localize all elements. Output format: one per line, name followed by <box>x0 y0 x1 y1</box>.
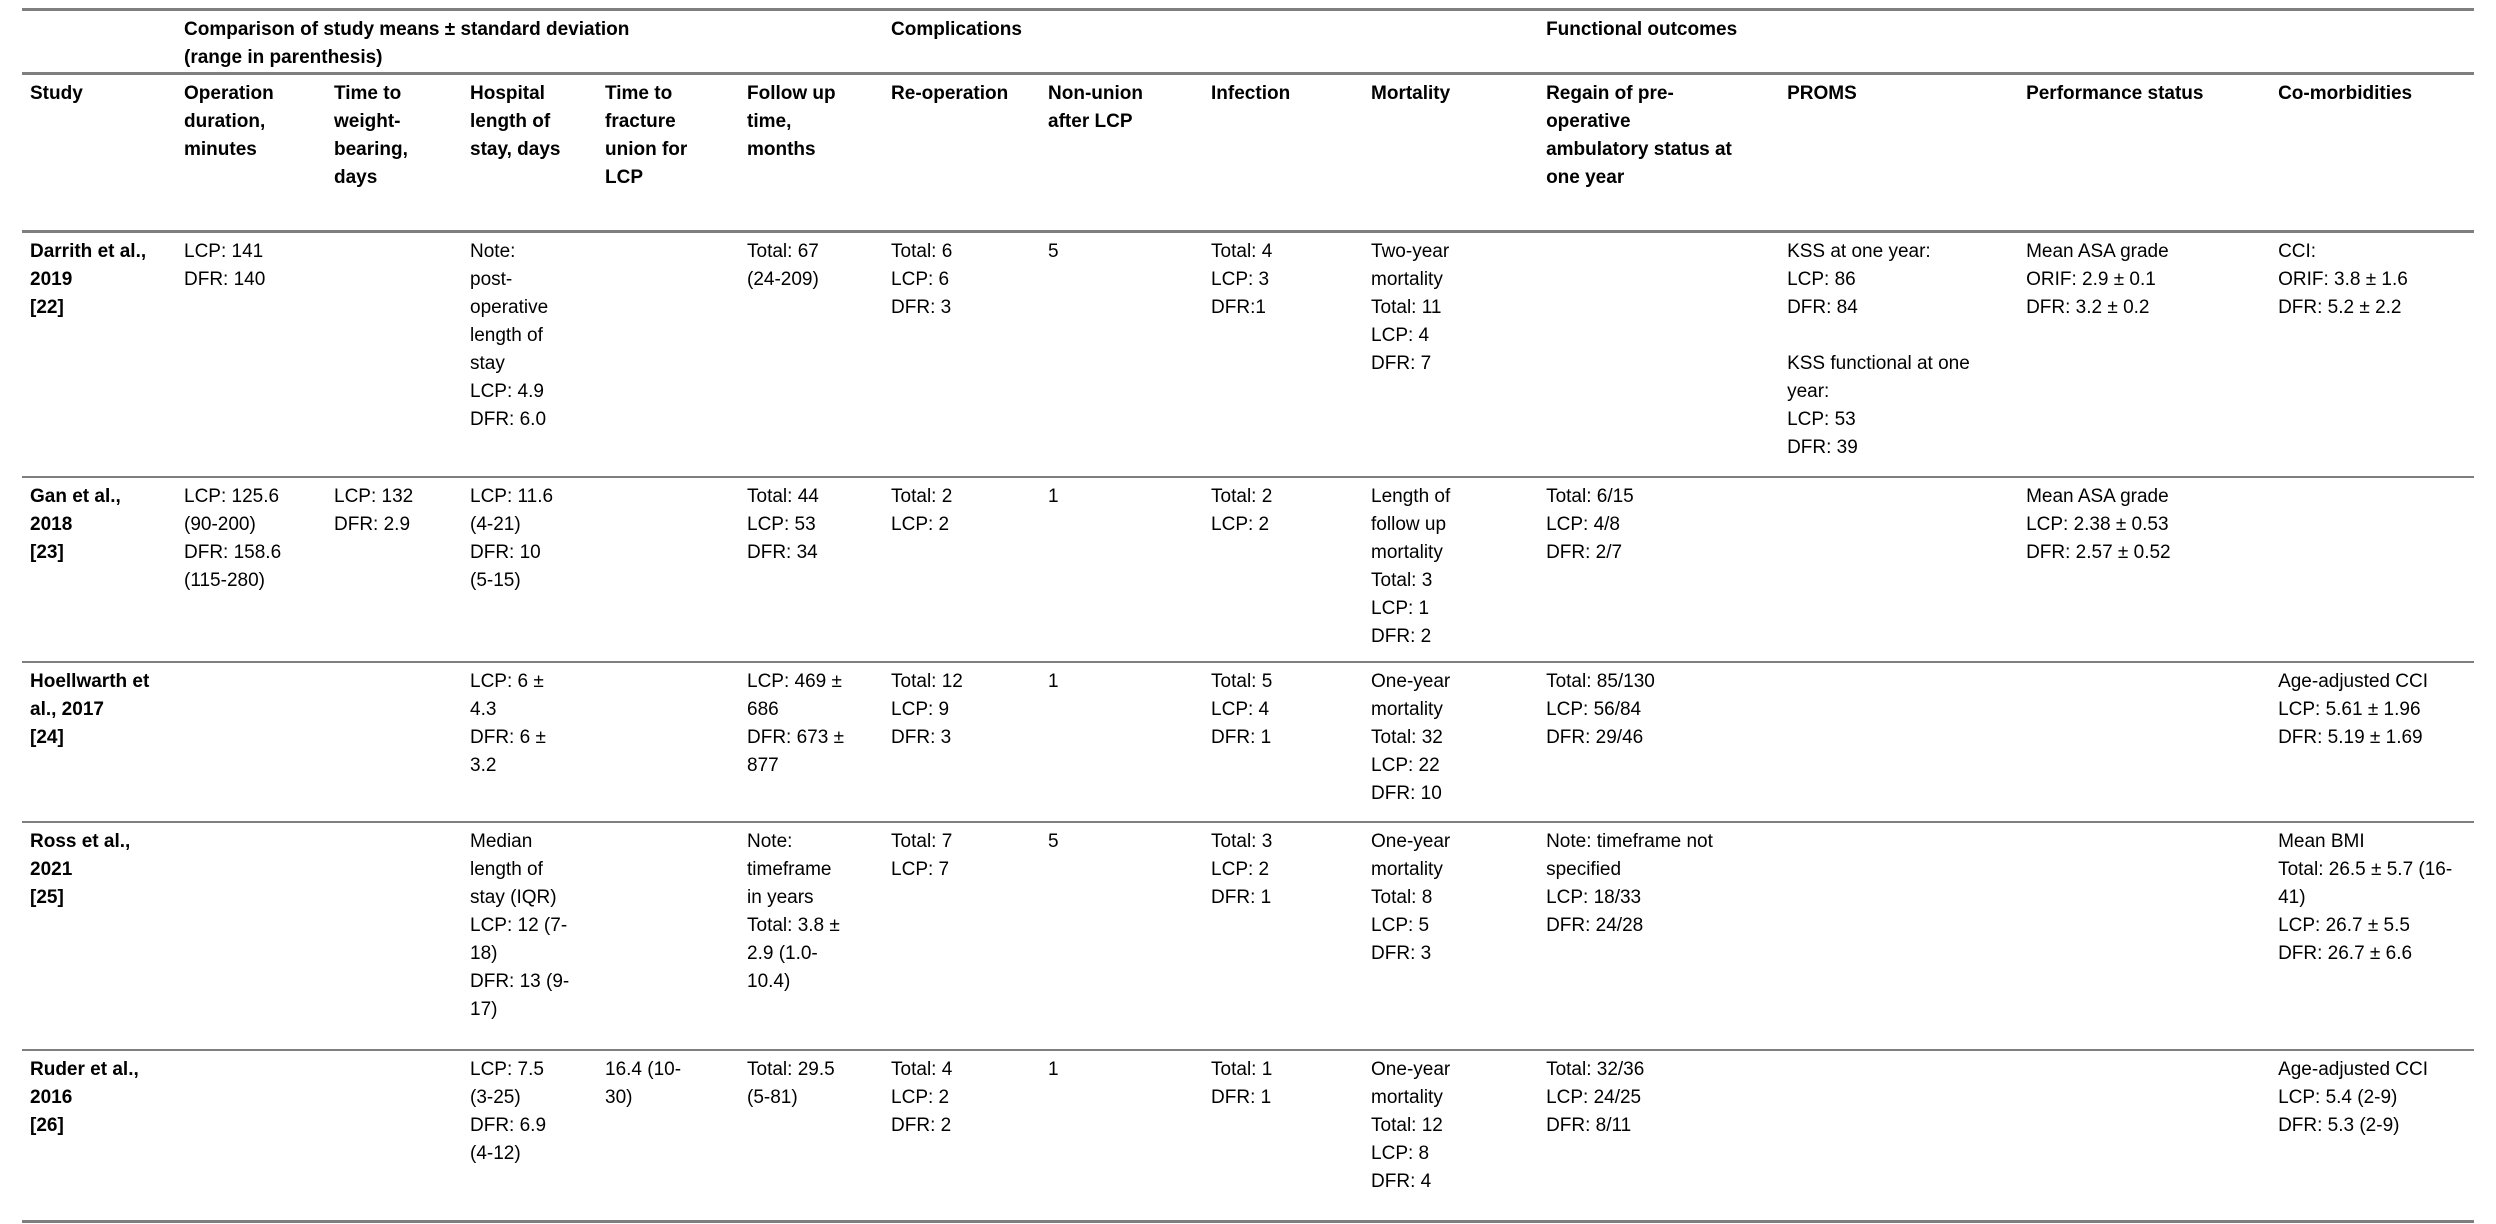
cell-infection: Total: 4 LCP: 3 DFR:1 <box>1203 231 1364 478</box>
cell-follow-up: Total: 67 (24-209) <box>739 231 884 478</box>
column-header-proms: PROMS <box>1779 73 2019 233</box>
cell-performance-status: Mean ASA grade LCP: 2.38 ± 0.53 DFR: 2.5… <box>2018 477 2271 663</box>
cell-follow-up: Note: timeframe in years Total: 3.8 ± 2.… <box>739 822 884 1051</box>
study-comparison-table: Comparison of study means ± standard dev… <box>22 8 2475 1223</box>
cell-study: Gan et al., 2018 [23] <box>22 477 176 663</box>
cell-operation-duration: LCP: 125.6 (90-200) DFR: 158.6 (115-280) <box>176 477 326 663</box>
cell-proms <box>1779 1050 2019 1223</box>
cell-co-morbidities <box>2270 477 2475 663</box>
cell-co-morbidities: CCI: ORIF: 3.8 ± 1.6 DFR: 5.2 ± 2.2 <box>2270 231 2475 478</box>
column-header-performance-status: Performance status <box>2018 73 2271 233</box>
cell-performance-status <box>2018 662 2271 823</box>
cell-follow-up: LCP: 469 ± 686 DFR: 673 ± 877 <box>739 662 884 823</box>
cell-time-to-weight-bearing <box>326 231 462 478</box>
group-header-comparison: Comparison of study means ± standard dev… <box>176 9 884 75</box>
cell-time-to-union <box>597 822 739 1051</box>
cell-ambulatory-status: Total: 85/130 LCP: 56/84 DFR: 29/46 <box>1538 662 1780 823</box>
cell-time-to-weight-bearing <box>326 822 462 1051</box>
cell-study: Darrith et al., 2019 [22] <box>22 231 176 478</box>
cell-ambulatory-status: Total: 32/36 LCP: 24/25 DFR: 8/11 <box>1538 1050 1780 1223</box>
cell-re-operation: Total: 7 LCP: 7 <box>883 822 1041 1051</box>
cell-ambulatory-status: Note: timeframe not specified LCP: 18/33… <box>1538 822 1780 1051</box>
table-row-hoellwarth-2017: Hoellwarth et al., 2017 [24] LCP: 6 ± 4.… <box>22 662 2475 823</box>
cell-non-union: 1 <box>1040 477 1204 663</box>
cell-co-morbidities: Mean BMI Total: 26.5 ± 5.7 (16- 41) LCP:… <box>2270 822 2475 1051</box>
cell-infection: Total: 2 LCP: 2 <box>1203 477 1364 663</box>
table-row-darrith-2019: Darrith et al., 2019 [22] LCP: 141 DFR: … <box>22 231 2475 478</box>
cell-operation-duration <box>176 1050 326 1223</box>
cell-mortality: Length of follow up mortality Total: 3 L… <box>1363 477 1539 663</box>
cell-hospital-stay: LCP: 7.5 (3-25) DFR: 6.9 (4-12) <box>462 1050 597 1223</box>
table-row-ruder-2016: Ruder et al., 2016 [26] LCP: 7.5 (3-25) … <box>22 1050 2475 1223</box>
column-header-hospital-stay: Hospital length of stay, days <box>462 73 597 233</box>
cell-time-to-union <box>597 477 739 663</box>
cell-study: Ross et al., 2021 [25] <box>22 822 176 1051</box>
cell-hospital-stay: Median length of stay (IQR) LCP: 12 (7- … <box>462 822 597 1051</box>
column-header-non-union: Non-union after LCP <box>1040 73 1204 233</box>
cell-operation-duration: LCP: 141 DFR: 140 <box>176 231 326 478</box>
cell-time-to-union: 16.4 (10- 30) <box>597 1050 739 1223</box>
group-header-complications: Complications <box>883 9 1539 75</box>
column-header-study: Study <box>22 73 176 233</box>
cell-proms <box>1779 822 2019 1051</box>
group-header-empty <box>22 9 176 75</box>
cell-performance-status: Mean ASA grade ORIF: 2.9 ± 0.1 DFR: 3.2 … <box>2018 231 2271 478</box>
cell-infection: Total: 3 LCP: 2 DFR: 1 <box>1203 822 1364 1051</box>
column-header-row: Study Operation duration, minutes Time t… <box>22 73 2475 233</box>
cell-re-operation: Total: 6 LCP: 6 DFR: 3 <box>883 231 1041 478</box>
column-header-re-operation: Re-operation <box>883 73 1041 233</box>
cell-co-morbidities: Age-adjusted CCI LCP: 5.4 (2-9) DFR: 5.3… <box>2270 1050 2475 1223</box>
cell-non-union: 5 <box>1040 231 1204 478</box>
cell-hospital-stay: LCP: 11.6 (4-21) DFR: 10 (5-15) <box>462 477 597 663</box>
cell-re-operation: Total: 12 LCP: 9 DFR: 3 <box>883 662 1041 823</box>
column-header-co-morbidities: Co-morbidities <box>2270 73 2475 233</box>
cell-ambulatory-status: Total: 6/15 LCP: 4/8 DFR: 2/7 <box>1538 477 1780 663</box>
column-header-follow-up: Follow up time, months <box>739 73 884 233</box>
cell-re-operation: Total: 4 LCP: 2 DFR: 2 <box>883 1050 1041 1223</box>
cell-mortality: One-year mortality Total: 12 LCP: 8 DFR:… <box>1363 1050 1539 1223</box>
cell-hospital-stay: LCP: 6 ± 4.3 DFR: 6 ± 3.2 <box>462 662 597 823</box>
cell-time-to-weight-bearing: LCP: 132 DFR: 2.9 <box>326 477 462 663</box>
cell-proms <box>1779 477 2019 663</box>
column-header-infection: Infection <box>1203 73 1364 233</box>
cell-study: Hoellwarth et al., 2017 [24] <box>22 662 176 823</box>
cell-operation-duration <box>176 822 326 1051</box>
cell-proms <box>1779 662 2019 823</box>
cell-performance-status <box>2018 822 2271 1051</box>
cell-infection: Total: 5 LCP: 4 DFR: 1 <box>1203 662 1364 823</box>
cell-follow-up: Total: 29.5 (5-81) <box>739 1050 884 1223</box>
cell-mortality: One-year mortality Total: 8 LCP: 5 DFR: … <box>1363 822 1539 1051</box>
cell-co-morbidities: Age-adjusted CCI LCP: 5.61 ± 1.96 DFR: 5… <box>2270 662 2475 823</box>
cell-infection: Total: 1 DFR: 1 <box>1203 1050 1364 1223</box>
cell-mortality: Two-year mortality Total: 11 LCP: 4 DFR:… <box>1363 231 1539 478</box>
group-header-functional-outcomes: Functional outcomes <box>1538 9 2475 75</box>
column-header-ambulatory-status: Regain of pre- operative ambulatory stat… <box>1538 73 1780 233</box>
column-header-operation-duration: Operation duration, minutes <box>176 73 326 233</box>
cell-non-union: 1 <box>1040 662 1204 823</box>
table-row-gan-2018: Gan et al., 2018 [23] LCP: 125.6 (90-200… <box>22 477 2475 663</box>
cell-non-union: 1 <box>1040 1050 1204 1223</box>
cell-time-to-union <box>597 662 739 823</box>
column-header-mortality: Mortality <box>1363 73 1539 233</box>
cell-non-union: 5 <box>1040 822 1204 1051</box>
column-header-time-to-union: Time to fracture union for LCP <box>597 73 739 233</box>
cell-time-to-weight-bearing <box>326 1050 462 1223</box>
group-header-row: Comparison of study means ± standard dev… <box>22 9 2475 75</box>
cell-mortality: One-year mortality Total: 32 LCP: 22 DFR… <box>1363 662 1539 823</box>
cell-re-operation: Total: 2 LCP: 2 <box>883 477 1041 663</box>
cell-hospital-stay: Note: post- operative length of stay LCP… <box>462 231 597 478</box>
cell-time-to-weight-bearing <box>326 662 462 823</box>
cell-operation-duration <box>176 662 326 823</box>
cell-performance-status <box>2018 1050 2271 1223</box>
cell-follow-up: Total: 44 LCP: 53 DFR: 34 <box>739 477 884 663</box>
table-row-ross-2021: Ross et al., 2021 [25] Median length of … <box>22 822 2475 1051</box>
column-header-time-to-weight-bearing: Time to weight- bearing, days <box>326 73 462 233</box>
cell-proms: KSS at one year: LCP: 86 DFR: 84 KSS fun… <box>1779 231 2019 478</box>
cell-study: Ruder et al., 2016 [26] <box>22 1050 176 1223</box>
cell-ambulatory-status <box>1538 231 1780 478</box>
cell-time-to-union <box>597 231 739 478</box>
